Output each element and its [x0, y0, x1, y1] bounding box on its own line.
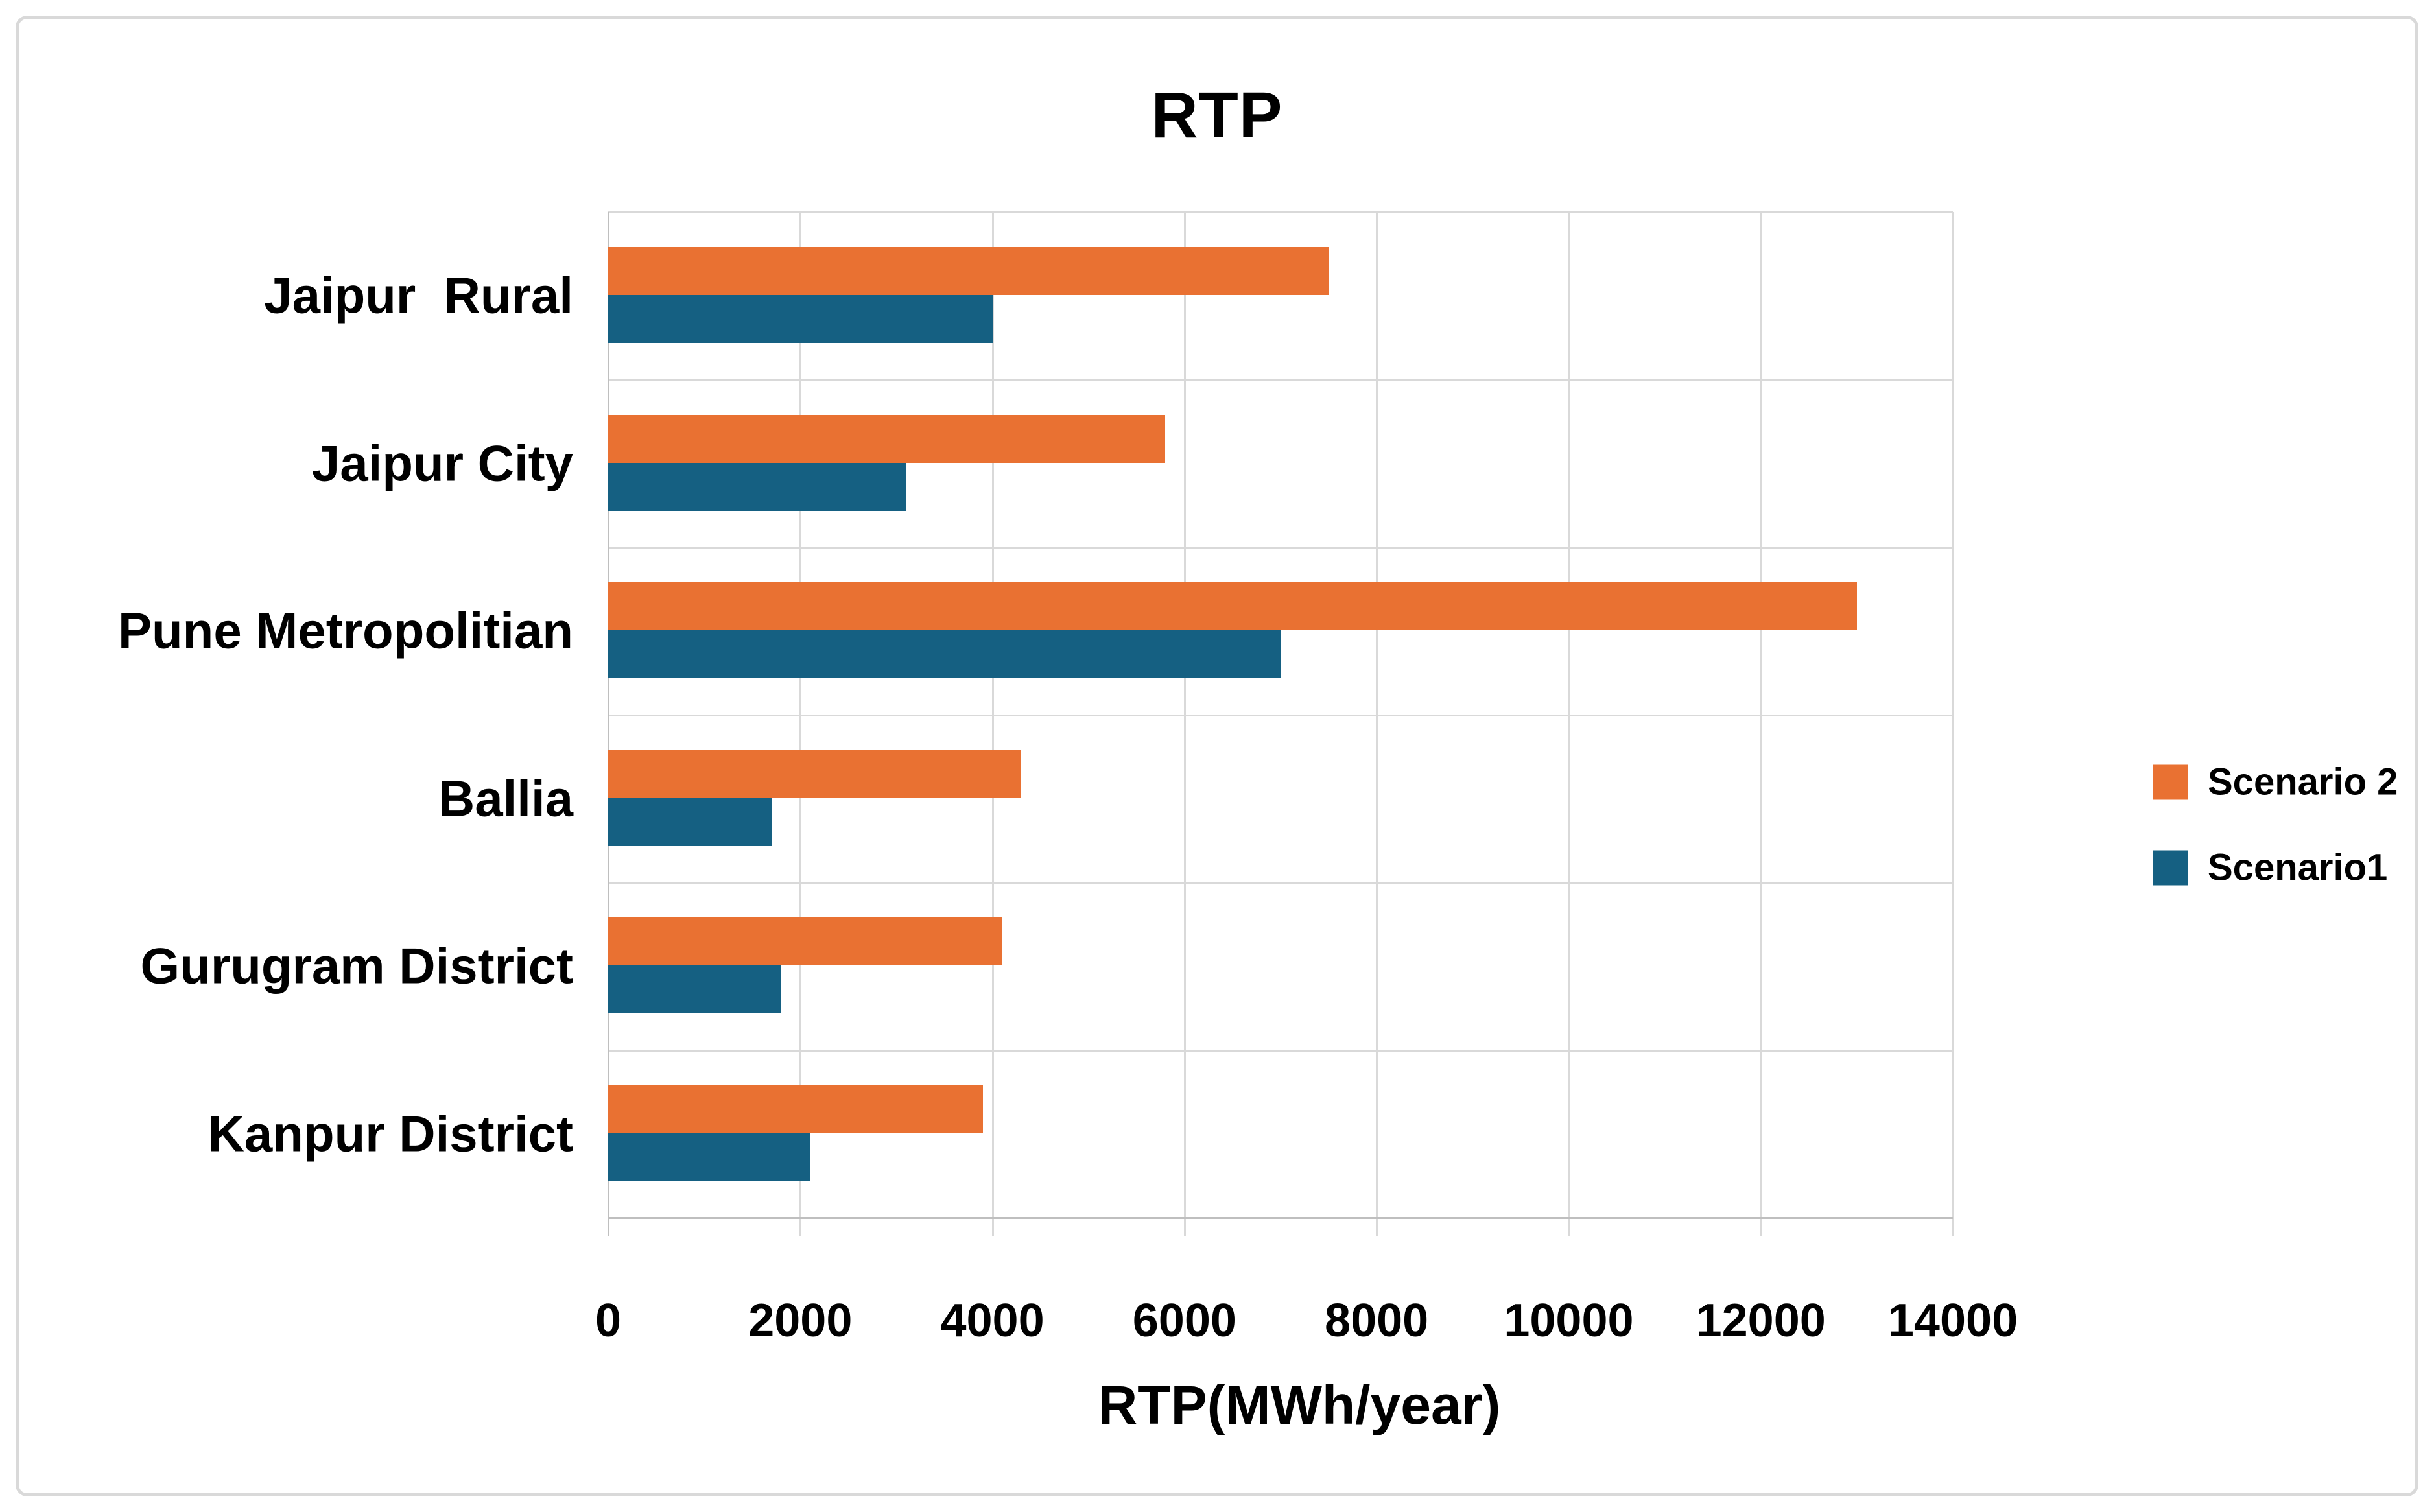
axis-tickmark [1760, 1218, 1762, 1236]
horizontal-gridline [608, 714, 1953, 716]
bar-scenario-1 [608, 295, 993, 343]
vertical-gridline [799, 212, 802, 1218]
x-axis-title: RTP(MWh/year) [1098, 1375, 1501, 1435]
category-label: Jaipur City [311, 434, 573, 492]
category-label: Gurugram District [140, 937, 573, 995]
x-tick-label: 2000 [748, 1295, 853, 1347]
bar-scenario-1 [608, 1133, 810, 1181]
category-label: Kanpur District [207, 1105, 573, 1163]
vertical-gridline [1183, 212, 1186, 1218]
bar-scenario-2 [608, 247, 1329, 295]
vertical-gridline [1952, 212, 1954, 1218]
bar-scenario-1 [608, 630, 1281, 678]
horizontal-gridline [608, 211, 1953, 213]
axis-tickmark [1952, 1218, 1954, 1236]
x-tick-label: 4000 [940, 1295, 1045, 1347]
bar-scenario-2 [608, 582, 1857, 630]
axis-tickmark [1568, 1218, 1570, 1236]
vertical-gridline [1568, 212, 1570, 1218]
bar-scenario-2 [608, 750, 1021, 798]
legend-swatch-scenario-1 [2153, 850, 2188, 885]
legend-label: Scenario 2 [2208, 761, 2398, 803]
legend-item: Scenario1 [2153, 846, 2387, 890]
bar-scenario-2 [608, 917, 1002, 965]
legend-label: Scenario1 [2208, 846, 2388, 889]
horizontal-gridline [608, 882, 1953, 884]
category-label: Ballia [438, 770, 573, 827]
bar-scenario-1 [608, 462, 906, 511]
legend-swatch-scenario-2 [2153, 764, 2188, 799]
x-axis-line [608, 1217, 1953, 1219]
category-label: Pune Metropolitian [118, 602, 573, 659]
category-label: Jaipur Rural [264, 266, 573, 324]
x-tick-label: 0 [595, 1295, 622, 1347]
bar-scenario-1 [608, 965, 781, 1013]
vertical-gridline [1760, 212, 1762, 1218]
legend-item: Scenario 2 [2153, 761, 2398, 804]
bar-scenario-2 [608, 414, 1166, 463]
horizontal-gridline [608, 547, 1953, 549]
vertical-gridline [991, 212, 994, 1218]
axis-tickmark [1376, 1218, 1378, 1236]
vertical-gridline [1376, 212, 1378, 1218]
chart-frame: RTP Jaipur Rural Jaipur City Pune Metropol… [16, 16, 2418, 1496]
x-tick-label: 8000 [1325, 1295, 1429, 1347]
chart-title: RTP [1151, 79, 1283, 152]
x-tick-label: 6000 [1132, 1295, 1236, 1347]
axis-tickmark [799, 1218, 802, 1236]
bar-scenario-2 [608, 1085, 983, 1133]
horizontal-gridline [608, 1049, 1953, 1052]
x-tick-label: 10000 [1504, 1295, 1634, 1347]
x-tick-label: 12000 [1696, 1295, 1826, 1347]
bar-scenario-1 [608, 797, 772, 846]
x-tick-label: 14000 [1887, 1295, 2018, 1347]
horizontal-gridline [608, 379, 1953, 381]
axis-tickmark [1183, 1218, 1186, 1236]
y-axis-line [608, 212, 609, 1236]
axis-tickmark [991, 1218, 994, 1236]
